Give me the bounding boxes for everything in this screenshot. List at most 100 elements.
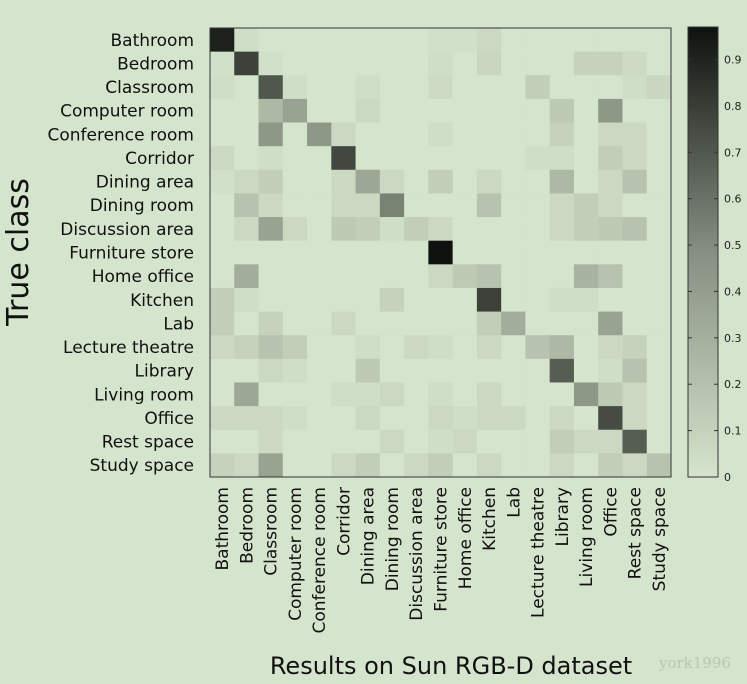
heatmap-cell xyxy=(258,406,284,431)
heatmap-cell xyxy=(476,169,502,194)
heatmap-cell xyxy=(501,453,526,478)
heatmap-cell xyxy=(379,217,405,242)
heatmap-cell xyxy=(210,193,235,218)
heatmap-cell xyxy=(234,453,259,478)
heatmap-cell xyxy=(452,75,478,100)
heatmap-cell xyxy=(549,429,575,454)
heatmap-cell xyxy=(210,122,235,147)
heatmap-cell xyxy=(622,146,648,171)
heatmap-cell xyxy=(573,406,599,431)
heatmap-cell xyxy=(476,75,502,100)
heatmap-cell xyxy=(307,51,332,76)
heatmap-cell xyxy=(573,217,599,242)
heatmap-cell xyxy=(549,453,575,478)
heatmap-cell xyxy=(404,382,429,407)
heatmap-cell xyxy=(258,28,284,53)
heatmap-cell xyxy=(646,240,672,265)
heatmap-cell xyxy=(598,193,623,218)
heatmap-cell xyxy=(404,217,429,242)
heatmap-cell xyxy=(258,240,284,265)
heatmap-cell xyxy=(404,75,429,100)
heatmap-cell xyxy=(476,287,502,312)
heatmap-cell xyxy=(525,406,551,431)
column-label: Bathroom xyxy=(213,487,233,571)
heatmap-cell xyxy=(598,382,623,407)
heatmap-cell xyxy=(501,287,526,312)
heatmap-cell xyxy=(598,406,623,431)
colorbar-ticks: 0 0.1 0.2 0.3 0.4 0.5 0.6 0.7 0.8 0.9 xyxy=(688,53,742,484)
heatmap-cell xyxy=(476,453,502,478)
heatmap-cell xyxy=(404,193,429,218)
column-label: Computer room xyxy=(286,487,306,621)
row-label: Bathroom xyxy=(111,31,195,51)
heatmap-cell xyxy=(622,51,648,76)
heatmap-cell xyxy=(428,98,454,123)
heatmap-cell xyxy=(234,98,259,123)
heatmap-cell xyxy=(501,311,526,336)
heatmap-cell xyxy=(355,146,381,171)
heatmap-cell xyxy=(210,169,235,194)
heatmap-cell xyxy=(379,264,405,289)
heatmap-cell xyxy=(331,98,356,123)
heatmap-cell xyxy=(573,146,599,171)
heatmap-cell xyxy=(282,453,308,478)
heatmap-cell xyxy=(598,335,623,360)
heatmap-cell xyxy=(307,335,332,360)
colorbar-tick-label: 0 xyxy=(724,471,731,484)
heatmap-cell xyxy=(573,51,599,76)
heatmap-cell xyxy=(331,240,356,265)
heatmap-cell xyxy=(379,382,405,407)
heatmap-cell xyxy=(622,193,648,218)
heatmap-cell xyxy=(210,146,235,171)
heatmap-cell xyxy=(210,429,235,454)
heatmap-cell xyxy=(428,264,454,289)
heatmap-cell xyxy=(452,51,478,76)
heatmap-cell xyxy=(404,169,429,194)
heatmap-cell xyxy=(549,335,575,360)
heatmap-cell xyxy=(622,122,648,147)
heatmap-cell xyxy=(234,429,259,454)
heatmap-cell xyxy=(404,335,429,360)
heatmap-cell xyxy=(379,28,405,53)
heatmap-cell xyxy=(525,335,551,360)
row-label: Study space xyxy=(90,456,194,476)
heatmap-cell xyxy=(598,122,623,147)
heatmap-cells xyxy=(210,28,672,478)
heatmap-cell xyxy=(282,264,308,289)
heatmap-cell xyxy=(646,217,672,242)
heatmap-cell xyxy=(379,287,405,312)
heatmap-cell xyxy=(234,28,259,53)
column-label: Living room xyxy=(577,487,597,587)
heatmap-cell xyxy=(476,429,502,454)
heatmap-cell xyxy=(234,311,259,336)
heatmap-cell xyxy=(282,75,308,100)
heatmap-cell xyxy=(452,98,478,123)
heatmap-cell xyxy=(234,193,259,218)
heatmap-cell xyxy=(379,146,405,171)
heatmap-cell xyxy=(379,51,405,76)
heatmap-cell xyxy=(307,75,332,100)
column-labels: Bathroom Bedroom Classroom Computer room Con… xyxy=(213,487,670,634)
heatmap-cell xyxy=(598,311,623,336)
heatmap-cell xyxy=(525,169,551,194)
heatmap-cell xyxy=(282,311,308,336)
heatmap-cell xyxy=(622,335,648,360)
heatmap-cell xyxy=(331,122,356,147)
heatmap-cell xyxy=(258,51,284,76)
heatmap-cell xyxy=(549,287,575,312)
column-label: Library xyxy=(553,487,573,546)
heatmap-cell xyxy=(307,122,332,147)
heatmap-cell xyxy=(501,146,526,171)
heatmap-cell xyxy=(501,51,526,76)
heatmap-cell xyxy=(234,75,259,100)
heatmap-cell xyxy=(404,358,429,383)
heatmap-cell xyxy=(355,28,381,53)
heatmap-cell xyxy=(549,122,575,147)
heatmap-cell xyxy=(573,287,599,312)
heatmap-cell xyxy=(428,75,454,100)
heatmap-cell xyxy=(549,51,575,76)
heatmap-cell xyxy=(331,51,356,76)
colorbar-tick-label: 0.7 xyxy=(724,146,742,159)
row-label: Dining area xyxy=(96,173,194,193)
column-label: Conference room xyxy=(310,487,330,634)
